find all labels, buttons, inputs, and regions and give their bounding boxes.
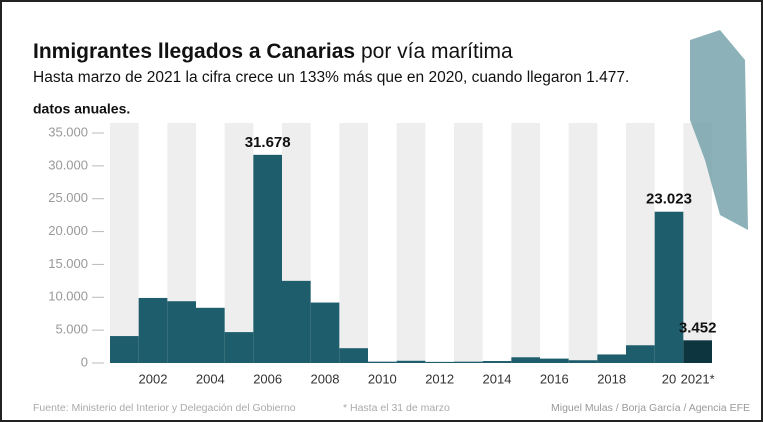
bar: [655, 212, 684, 363]
stripe: [511, 123, 540, 363]
chart-title: Inmigrantes llegados a Canarias por vía …: [33, 40, 513, 63]
value-label: 23.023: [646, 191, 692, 208]
y-tick-label: 5.000: [55, 322, 88, 337]
x-tick-label: 2008: [311, 371, 340, 386]
bar: [368, 362, 397, 363]
bar: [253, 155, 282, 363]
bar: [139, 298, 168, 363]
subtitle: Hasta marzo de 2021 la cifra crece un 13…: [33, 69, 629, 86]
x-tick-label: 2016: [540, 371, 569, 386]
stripe: [225, 123, 254, 363]
value-label: 31.678: [245, 134, 291, 151]
bar: [483, 361, 512, 363]
stripe: [397, 123, 426, 363]
y-tick-label: 25.000: [48, 190, 88, 205]
value-label: 3.452: [679, 319, 717, 336]
source: Fuente: Ministerio del Interior y Delega…: [33, 402, 296, 414]
stripe: [569, 123, 598, 363]
bar: [110, 336, 139, 363]
bar: [540, 359, 569, 363]
x-tick-label: 2010: [368, 371, 397, 386]
x-tick-label: 2012: [425, 371, 454, 386]
y-tick-label: 30.000: [48, 157, 88, 172]
bar: [225, 332, 254, 363]
bar: [454, 362, 483, 363]
x-tick-label: 2021*: [681, 371, 715, 386]
bar: [282, 281, 311, 363]
chart: Inmigrantes llegados a Canarias por vía …: [0, 0, 763, 422]
bar: [597, 354, 626, 363]
bar: [626, 345, 655, 363]
stripe: [626, 123, 655, 363]
x-tick-label: 20: [662, 371, 676, 386]
y-tick-label: 15.000: [48, 256, 88, 271]
stripe: [454, 123, 483, 363]
stripe: [110, 123, 139, 363]
x-tick-label: 2014: [483, 371, 512, 386]
y-tick-label: 35.000: [48, 124, 88, 139]
bar: [511, 357, 540, 363]
bar: [569, 360, 598, 363]
x-tick-label: 2006: [253, 371, 282, 386]
page: Inmigrantes llegados a Canarias por vía …: [0, 0, 763, 422]
y-tick-label: 0: [81, 354, 88, 369]
bar: [196, 308, 225, 363]
title-rest: por vía marítima: [361, 40, 513, 63]
note: * Hasta el 31 de marzo: [343, 402, 450, 414]
x-tick-label: 2004: [196, 371, 225, 386]
title-bold: Inmigrantes llegados a Canarias: [33, 40, 355, 63]
x-tick-label: 2002: [139, 371, 168, 386]
y-label: datos anuales.: [33, 101, 130, 117]
bar: [339, 348, 368, 363]
bar: [167, 301, 196, 363]
bar: [311, 303, 340, 363]
x-tick-label: 2018: [597, 371, 626, 386]
bar: [683, 340, 712, 363]
bar: [425, 362, 454, 363]
credit: Miguel Mulas / Borja García / Agencia EF…: [551, 402, 750, 414]
y-tick-label: 10.000: [48, 289, 88, 304]
stripe: [339, 123, 368, 363]
bar: [397, 361, 426, 363]
y-tick-label: 20.000: [48, 223, 88, 238]
